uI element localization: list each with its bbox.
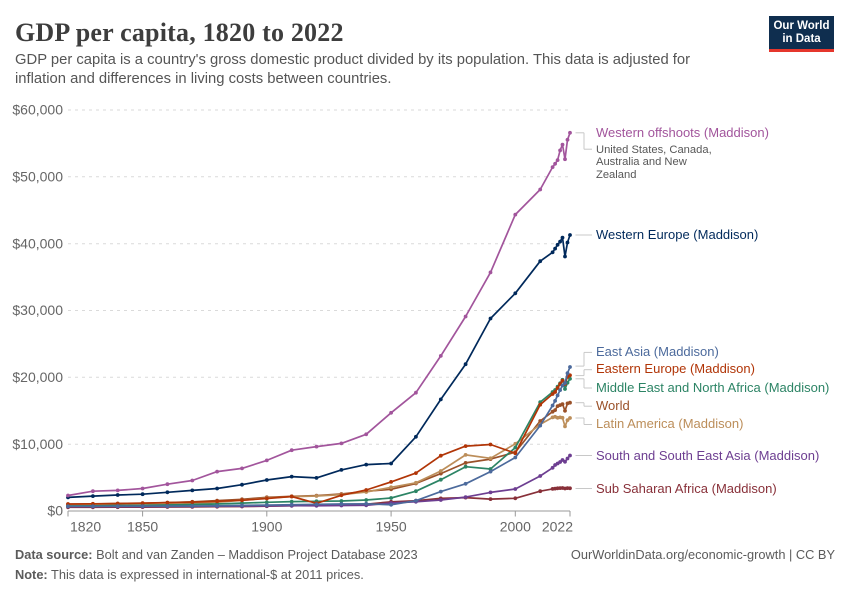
svg-text:2022: 2022 (542, 519, 573, 535)
svg-text:$30,000: $30,000 (12, 302, 63, 318)
svg-text:1850: 1850 (127, 519, 158, 535)
svg-text:$0: $0 (47, 503, 63, 519)
svg-text:$10,000: $10,000 (12, 436, 63, 452)
svg-text:$60,000: $60,000 (12, 102, 63, 118)
svg-text:1820: 1820 (70, 519, 101, 535)
svg-text:1950: 1950 (376, 519, 407, 535)
svg-text:2000: 2000 (500, 519, 531, 535)
svg-text:$40,000: $40,000 (12, 235, 63, 251)
svg-text:1900: 1900 (251, 519, 282, 535)
svg-text:$20,000: $20,000 (12, 369, 63, 385)
svg-text:$50,000: $50,000 (12, 168, 63, 184)
